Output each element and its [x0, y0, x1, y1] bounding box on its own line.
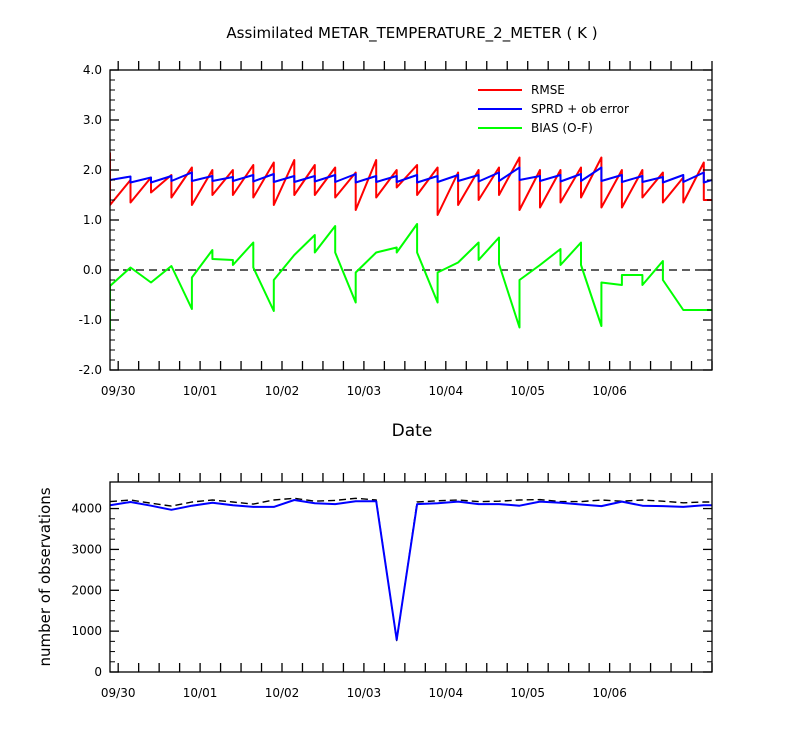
observation-count-panel: 0 1000 2000 3000 4000 09/30 10/01 10/02 10/03 10…	[36, 473, 713, 700]
top-y-tick-label: 1.0	[83, 213, 102, 227]
bottom-y-tick-label: 4000	[71, 502, 102, 516]
bottom-y-tick-label: 3000	[71, 542, 102, 556]
top-series-bias-o-f	[110, 223, 712, 330]
legend-label-bias-o-f: BIAS (O-F)	[531, 121, 593, 135]
top-x-tick-label: 10/01	[183, 384, 218, 398]
top-x-axis: 09/30 10/01 10/02 10/03 10/04 10/05 10/06	[101, 61, 713, 398]
bottom-plot-frame	[109, 481, 713, 673]
top-x-tick-label: 10/05	[510, 384, 545, 398]
bottom-y-tick-label: 0	[94, 665, 102, 679]
bottom-y-axis: 0 1000 2000 3000 4000	[71, 502, 712, 679]
top-series-rmse	[110, 152, 712, 216]
bias-rmse-panel: Assimilated METAR_TEMPERATURE_2_METER ( …	[79, 24, 713, 441]
bottom-y-tick-label: 1000	[71, 624, 102, 638]
top-plot-area	[110, 152, 712, 330]
top-x-tick-label: 10/03	[347, 384, 382, 398]
bottom-x-tick-label: 10/01	[183, 686, 218, 700]
top-y-tick-label: -1.0	[79, 313, 102, 327]
top-y-tick-label: 0.0	[83, 263, 102, 277]
bottom-x-tick-label: 10/04	[429, 686, 464, 700]
top-y-tick-label: 2.0	[83, 163, 102, 177]
x-axis-label: Date	[392, 421, 433, 441]
bottom-x-tick-label: 10/05	[510, 686, 545, 700]
bottom-series-assimilated	[110, 499, 712, 641]
bottom-x-tick-label: 10/03	[347, 686, 382, 700]
top-y-tick-label: 4.0	[83, 63, 102, 77]
top-y-tick-label: 3.0	[83, 113, 102, 127]
top-x-tick-label: 10/06	[592, 384, 627, 398]
bottom-x-tick-label: 09/30	[101, 686, 136, 700]
top-y-axis: -2.0 -1.0 0.0 1.0 2.0 3.0 4.0	[79, 63, 712, 377]
bottom-series-possible	[110, 497, 712, 642]
top-series-sprd-ob-error	[110, 166, 712, 184]
bottom-plot-area	[110, 497, 712, 642]
chart-title: Assimilated METAR_TEMPERATURE_2_METER ( …	[226, 24, 597, 43]
bottom-y-tick-label: 2000	[71, 583, 102, 597]
top-x-tick-label: 10/04	[429, 384, 464, 398]
legend-label-rmse: RMSE	[531, 83, 565, 97]
top-x-tick-label: 09/30	[101, 384, 136, 398]
y-axis-label: number of observations	[36, 487, 54, 666]
bottom-x-tick-label: 10/06	[592, 686, 627, 700]
top-y-tick-label: -2.0	[79, 363, 102, 377]
legend: RMSE SPRD + ob error BIAS (O-F)	[478, 83, 629, 135]
legend-label-sprd-ob-error: SPRD + ob error	[531, 102, 629, 116]
bottom-x-axis: 09/30 10/01 10/02 10/03 10/04 10/05 10/06	[101, 473, 713, 700]
top-x-tick-label: 10/02	[265, 384, 300, 398]
bottom-x-tick-label: 10/02	[265, 686, 300, 700]
